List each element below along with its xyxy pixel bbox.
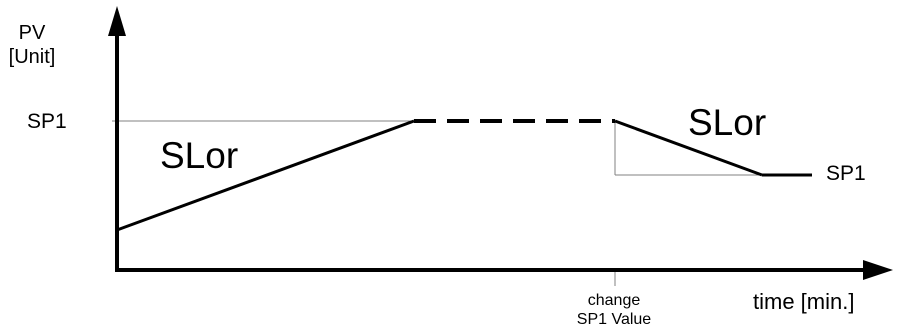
change-event-label-line2: SP1 Value <box>576 311 652 328</box>
y-axis-label-line1: PV <box>18 22 46 44</box>
y-axis-label-line2: [Unit] <box>8 46 56 68</box>
change-event-label-line1: change <box>587 292 641 309</box>
x-axis-label: time [min.] <box>753 289 855 314</box>
sp1-axis-label: SP1 <box>27 110 67 133</box>
falling-ramp-label: SLor <box>688 102 767 143</box>
rising-ramp-label: SLor <box>160 135 239 176</box>
y-axis-arrowhead <box>108 6 126 36</box>
falling-ramp-segment <box>614 119 763 177</box>
y-axis-label: PV [Unit] <box>4 21 60 69</box>
x-axis-arrowhead <box>863 260 893 280</box>
change-event-label: change SP1 Value <box>552 291 676 329</box>
rising-ramp-segment <box>116 119 415 232</box>
sp1-new-value-label: SP1 <box>826 162 866 185</box>
